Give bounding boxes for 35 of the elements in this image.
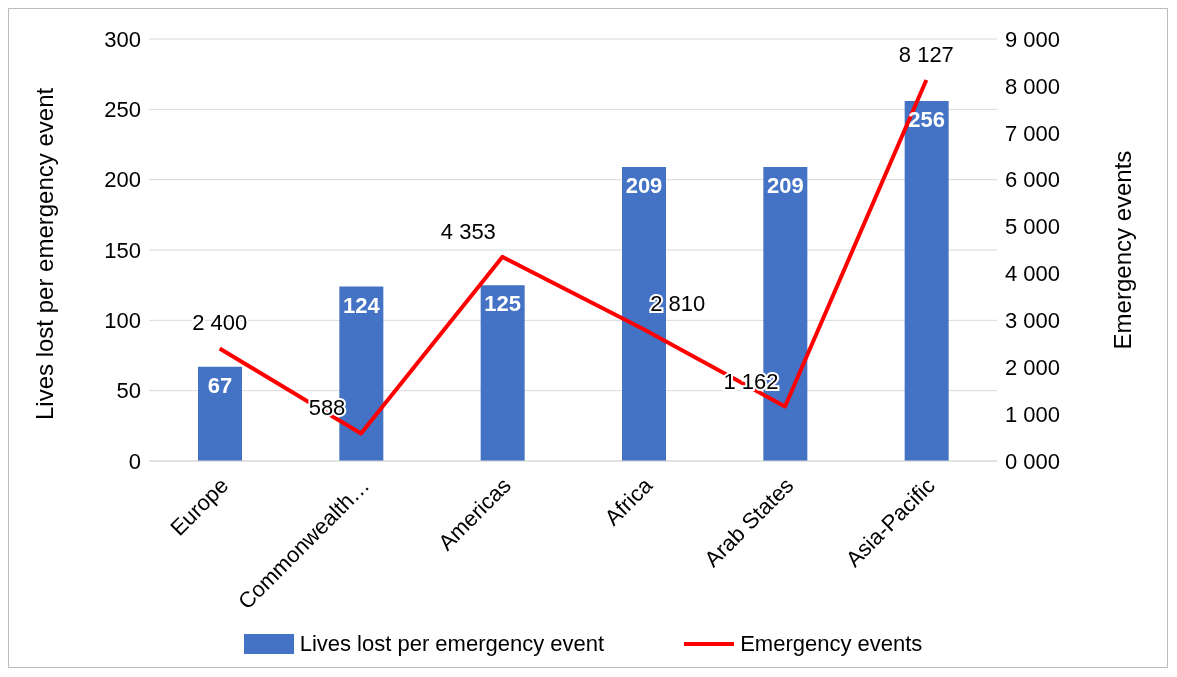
y2-tick-label: 9 000 bbox=[1005, 26, 1061, 52]
data-label: 209 bbox=[766, 173, 804, 199]
legend-label: Lives lost per emergency event bbox=[299, 631, 605, 657]
y-tick-label: 50 bbox=[116, 378, 141, 404]
data-label: 2 810 bbox=[650, 291, 706, 317]
y2-tick-label: 0 000 bbox=[1005, 448, 1061, 474]
y2-tick-label: 3 000 bbox=[1005, 308, 1061, 334]
y-tick-label: 0 bbox=[128, 448, 141, 474]
y2-tick-label: 8 000 bbox=[1005, 73, 1061, 99]
data-label: 67 bbox=[207, 372, 233, 398]
data-label: 209 bbox=[625, 173, 663, 199]
y2-tick-label: 1 000 bbox=[1005, 401, 1061, 427]
y2-tick-label: 4 000 bbox=[1005, 261, 1061, 287]
data-label: 125 bbox=[484, 291, 522, 317]
data-label: 256 bbox=[908, 106, 946, 132]
y2-tick-label: 2 000 bbox=[1005, 355, 1061, 381]
bar bbox=[480, 285, 525, 461]
data-label: 124 bbox=[342, 292, 381, 318]
y-axis-title: Lives lost per emergency event bbox=[30, 87, 58, 420]
data-label: 4 353 bbox=[440, 218, 496, 244]
data-label: 8 127 bbox=[898, 41, 954, 67]
y-tick-label: 200 bbox=[104, 167, 141, 193]
y-tick-label: 100 bbox=[104, 308, 141, 334]
y-tick-label: 250 bbox=[104, 97, 141, 123]
y2-tick-label: 5 000 bbox=[1005, 214, 1061, 240]
legend-label: Emergency events bbox=[740, 631, 923, 657]
data-label: 2 400 bbox=[192, 310, 248, 336]
y-tick-label: 300 bbox=[104, 26, 141, 52]
y2-tick-label: 6 000 bbox=[1005, 167, 1061, 193]
bar bbox=[198, 366, 242, 461]
bar bbox=[622, 167, 666, 461]
y2-tick-label: 7 000 bbox=[1005, 120, 1061, 146]
y-tick-label: 150 bbox=[104, 237, 141, 263]
bar bbox=[904, 100, 949, 461]
y2-axis-title: Emergency events bbox=[1108, 150, 1136, 350]
